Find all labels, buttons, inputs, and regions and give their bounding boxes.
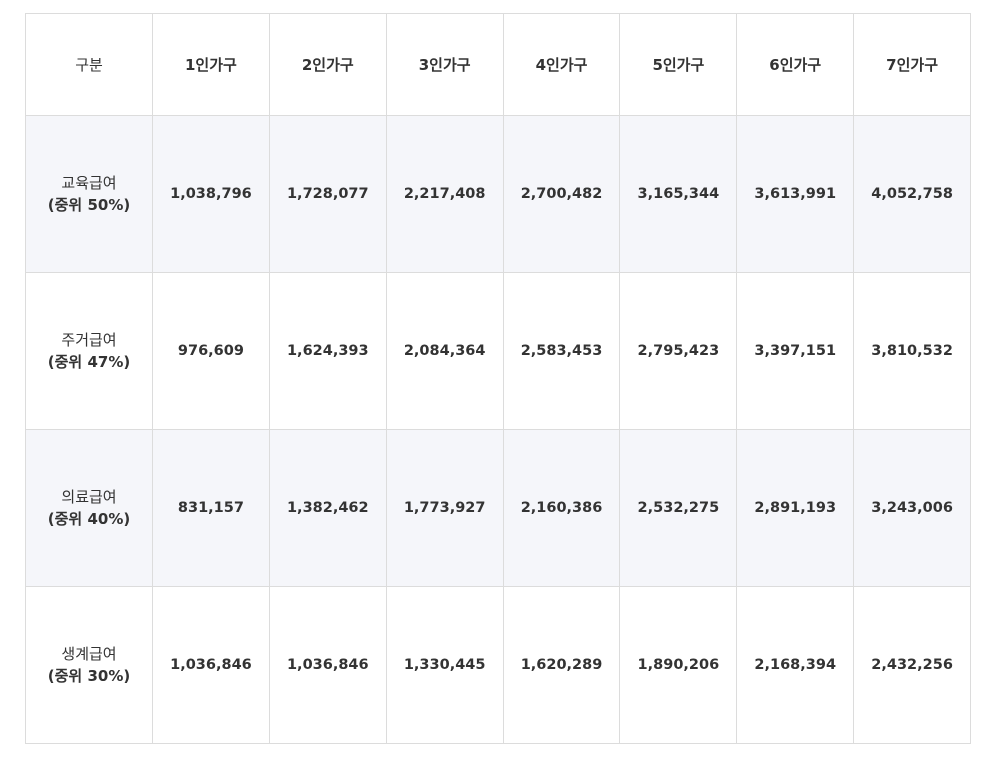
table-cell: 1,728,077 xyxy=(268,115,387,273)
table-cell: 1,036,846 xyxy=(268,586,387,744)
table-cell: 3,810,532 xyxy=(853,272,972,430)
table-cell: 1,624,393 xyxy=(268,272,387,430)
benefit-table-container: 구분 1인가구 2인가구 3인가구 4인가구 5인가구 6인가구 7인가구 교육… xyxy=(25,13,972,744)
row-label-education: 교육급여 (중위 50%) xyxy=(25,115,153,273)
table-cell: 976,609 xyxy=(152,272,270,430)
table-cell: 1,620,289 xyxy=(502,586,621,744)
table-cell: 1,038,796 xyxy=(152,115,270,273)
row-label-medical: 의료급여 (중위 40%) xyxy=(25,429,153,587)
row-sublabel-text: (중위 40%) xyxy=(47,510,131,528)
benefit-threshold-table: 구분 1인가구 2인가구 3인가구 4인가구 5인가구 6인가구 7인가구 교육… xyxy=(25,13,972,744)
table-cell: 2,532,275 xyxy=(619,429,738,587)
table-cell: 1,036,846 xyxy=(152,586,270,744)
header-5-person: 5인가구 xyxy=(619,13,738,116)
table-cell: 2,168,394 xyxy=(736,586,855,744)
table-cell: 2,583,453 xyxy=(502,272,621,430)
table-cell: 3,397,151 xyxy=(736,272,855,430)
table-cell: 2,432,256 xyxy=(853,586,972,744)
row-label-text: 의료급여 xyxy=(61,488,117,506)
row-label-livelihood: 생계급여 (중위 30%) xyxy=(25,586,153,744)
table-cell: 2,084,364 xyxy=(385,272,504,430)
header-3-person: 3인가구 xyxy=(385,13,504,116)
table-cell: 2,891,193 xyxy=(736,429,855,587)
row-label-text: 교육급여 xyxy=(61,174,117,192)
table-row-housing: 주거급여 (중위 47%) 976,609 1,624,393 2,084,36… xyxy=(25,272,972,430)
table-cell: 831,157 xyxy=(152,429,270,587)
row-sublabel-text: (중위 50%) xyxy=(47,196,131,214)
table-cell: 1,382,462 xyxy=(268,429,387,587)
row-label-text: 생계급여 xyxy=(61,645,117,663)
table-row-medical: 의료급여 (중위 40%) 831,157 1,382,462 1,773,92… xyxy=(25,429,972,587)
table-cell: 4,052,758 xyxy=(853,115,972,273)
header-6-person: 6인가구 xyxy=(736,13,855,116)
row-sublabel-text: (중위 47%) xyxy=(47,353,131,371)
table-row-livelihood: 생계급여 (중위 30%) 1,036,846 1,036,846 1,330,… xyxy=(25,586,972,744)
table-cell: 1,773,927 xyxy=(385,429,504,587)
table-cell: 2,700,482 xyxy=(502,115,621,273)
table-cell: 3,613,991 xyxy=(736,115,855,273)
table-cell: 3,165,344 xyxy=(619,115,738,273)
table-cell: 2,795,423 xyxy=(619,272,738,430)
header-2-person: 2인가구 xyxy=(268,13,387,116)
header-1-person: 1인가구 xyxy=(152,13,270,116)
table-cell: 2,160,386 xyxy=(502,429,621,587)
header-7-person: 7인가구 xyxy=(853,13,972,116)
table-cell: 1,890,206 xyxy=(619,586,738,744)
header-4-person: 4인가구 xyxy=(502,13,621,116)
table-cell: 2,217,408 xyxy=(385,115,504,273)
row-label-housing: 주거급여 (중위 47%) xyxy=(25,272,153,430)
header-category: 구분 xyxy=(25,13,153,116)
row-label-text: 주거급여 xyxy=(61,331,117,349)
table-cell: 3,243,006 xyxy=(853,429,972,587)
table-cell: 1,330,445 xyxy=(385,586,504,744)
table-header-row: 구분 1인가구 2인가구 3인가구 4인가구 5인가구 6인가구 7인가구 xyxy=(25,13,972,116)
table-row-education: 교육급여 (중위 50%) 1,038,796 1,728,077 2,217,… xyxy=(25,115,972,273)
row-sublabel-text: (중위 30%) xyxy=(47,667,131,685)
